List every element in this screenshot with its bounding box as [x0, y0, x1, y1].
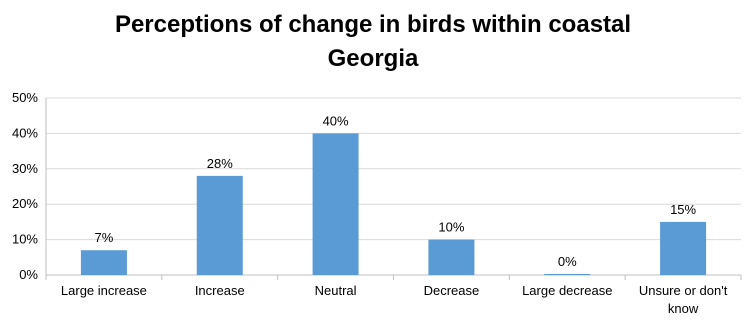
data-label-4: 0% — [558, 254, 577, 269]
category-label-2: Neutral — [315, 283, 357, 298]
data-label-3: 10% — [438, 220, 464, 235]
category-label-4: Large decrease — [522, 283, 612, 298]
bar-0 — [80, 250, 127, 275]
data-label-5: 15% — [670, 202, 696, 217]
data-label-0: 7% — [95, 230, 114, 245]
chart-title-line-2: Georgia — [327, 45, 419, 72]
y-tick-label-10: 10% — [12, 232, 38, 247]
y-tick-label-50: 50% — [12, 90, 38, 105]
data-label-2: 40% — [323, 113, 349, 128]
category-label-5: Unsure or don't know — [639, 283, 728, 316]
bar-5 — [660, 221, 707, 275]
category-label-3: Decrease — [424, 283, 480, 298]
bar-2 — [312, 133, 359, 275]
category-label-1: Increase — [195, 283, 245, 298]
bar-3 — [428, 239, 475, 275]
y-tick-label-40: 40% — [12, 125, 38, 140]
y-tick-label-30: 30% — [12, 161, 38, 176]
bar-4 — [544, 274, 591, 275]
chart-title: Perceptions of change in birds within co… — [0, 8, 746, 76]
bar-1 — [196, 175, 243, 275]
y-tick-label-20: 20% — [12, 196, 38, 211]
data-label-1: 28% — [207, 156, 233, 171]
y-tick-label-0: 0% — [19, 267, 38, 282]
category-label-0: Large increase — [61, 283, 147, 298]
chart-title-line-1: Perceptions of change in birds within co… — [114, 11, 632, 38]
